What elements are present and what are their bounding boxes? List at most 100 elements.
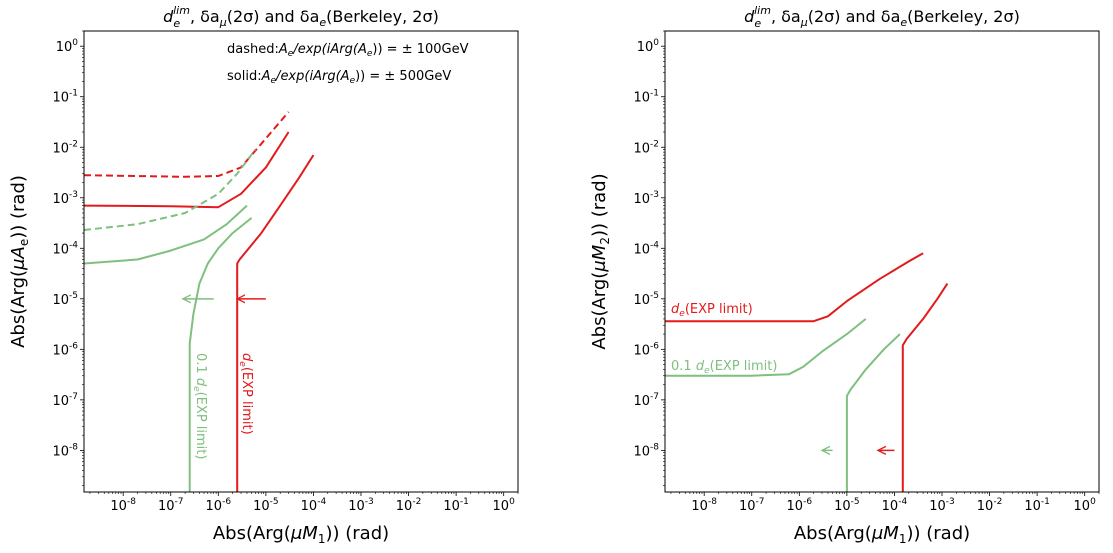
tick-exp: -4 [69,240,78,250]
title-part: e [173,17,180,30]
y-tick-label: 10-6 [633,341,659,358]
x-tick-label: 10-3 [348,497,374,514]
tick-base: 10 [637,40,654,55]
anno-part: e [271,76,277,86]
annotation-2: solid:Ae/exp(iArg(Ae)) = ± 500GeV [227,69,451,86]
tick-base: 10 [929,499,946,514]
x-tick-label: 10-2 [977,497,1003,514]
annotation-1: dashed:Ae/exp(iArg(Ae)) = ± 100GeV [227,42,469,59]
title-part: e [754,17,761,30]
label-part: (EXP limit) [193,392,208,460]
tick-exp: -6 [69,341,78,351]
y-tick-label: 10-4 [633,240,659,257]
tick-base: 10 [633,444,650,459]
y-tick-label: 10-1 [633,89,659,106]
label-part: e [237,361,247,367]
tick-base: 10 [158,499,175,514]
anno-prefix: solid: [227,69,262,84]
tick-base: 10 [206,499,223,514]
tick-exp: -8 [69,442,78,452]
tick-base: 10 [52,192,69,207]
curve-label-1: de(EXP limit) [671,302,753,319]
y-tick-label: 10-8 [633,442,659,459]
label-part: Abs(Arg( [8,270,29,348]
title-part: lim [173,4,190,17]
y-tick-label: 10-3 [52,190,78,207]
anno-part: A [261,69,271,84]
y-axis-label: Abs(Arg(μM2)) (rad) [589,173,612,349]
series-group [84,111,315,492]
label-part: Abs(Arg( [213,523,291,544]
y-tick-label: 100 [56,38,79,55]
tick-base: 10 [633,343,650,358]
title-part: (2σ) and δa [808,7,901,26]
curve-label-2: de(EXP limit) [237,353,254,435]
chart-title: delim, δaμ(2σ) and δae(Berkeley, 2σ) [163,4,439,30]
anno-part: )) = ± 500GeV [355,69,451,84]
x-axis-label: Abs(Arg(μM1)) (rad) [213,523,389,546]
anno-part: )) = ± 100GeV [372,42,468,57]
x-axis-label: Abs(Arg(μM1)) (rad) [794,523,970,546]
y-tick-label: 10-5 [52,291,78,308]
x-tick-label: 10-2 [396,497,422,514]
x-tick-label: 10-4 [301,497,327,514]
label-part: μM [290,523,318,544]
tick-exp: -3 [650,190,659,200]
tick-base: 10 [739,499,756,514]
tick-base: 10 [56,40,73,55]
tick-exp: -7 [69,392,78,402]
label-part: )) (rad) [589,173,610,237]
label-part: e [17,239,31,246]
label-part: 1 [318,532,326,546]
tick-exp: -8 [708,497,717,507]
label-part: μM [871,523,899,544]
title-part: , δa [771,7,801,26]
label-part: e [679,309,685,319]
label-part: (EXP limit) [239,367,254,435]
tick-exp: 0 [509,497,515,507]
tick-base: 10 [348,499,365,514]
tick-base: 10 [52,293,69,308]
title-part: (Berkeley, 2σ) [326,7,439,26]
anno-part: exp [298,42,322,57]
title-part: d [163,7,174,26]
tick-exp: -5 [650,291,659,301]
anno-part: / [292,42,299,57]
y-tick-label: 10-5 [633,291,659,308]
y-tick-label: 10-4 [52,240,78,257]
tick-exp: -7 [175,497,184,507]
title-part: , δa [190,7,220,26]
anno-part: e [288,49,294,59]
anno-part: exp [280,69,304,84]
tick-exp: 0 [72,38,78,48]
label-part: (EXP limit) [710,359,778,374]
label-part: 0.1 [671,359,696,374]
tick-base: 10 [1074,499,1091,514]
tick-exp: -2 [412,497,421,507]
tick-exp: -4 [898,497,907,507]
title-part: e [900,16,907,29]
x-tick-label: 10-1 [443,497,469,514]
tick-exp: 0 [653,38,659,48]
title-part: μ [800,16,808,29]
tick-exp: -1 [69,89,78,99]
label-part: e [704,366,710,376]
tick-exp: -4 [650,240,659,250]
plot-frame [83,30,519,493]
tick-base: 10 [52,444,69,459]
tick-base: 10 [633,394,650,409]
tick-exp: -2 [993,497,1002,507]
series-line-2 [84,131,290,209]
x-tick-label: 10-7 [158,497,184,514]
tick-base: 10 [691,499,708,514]
tick-exp: -8 [127,497,136,507]
title-part: lim [754,4,771,17]
series-line-3 [665,318,867,377]
anno-part: ( [322,42,328,57]
y-tick-label: 10-3 [633,190,659,207]
y-tick-label: 10-2 [633,139,659,156]
tick-base: 10 [52,91,69,106]
x-tick-label: 100 [493,497,516,514]
tick-base: 10 [493,499,510,514]
